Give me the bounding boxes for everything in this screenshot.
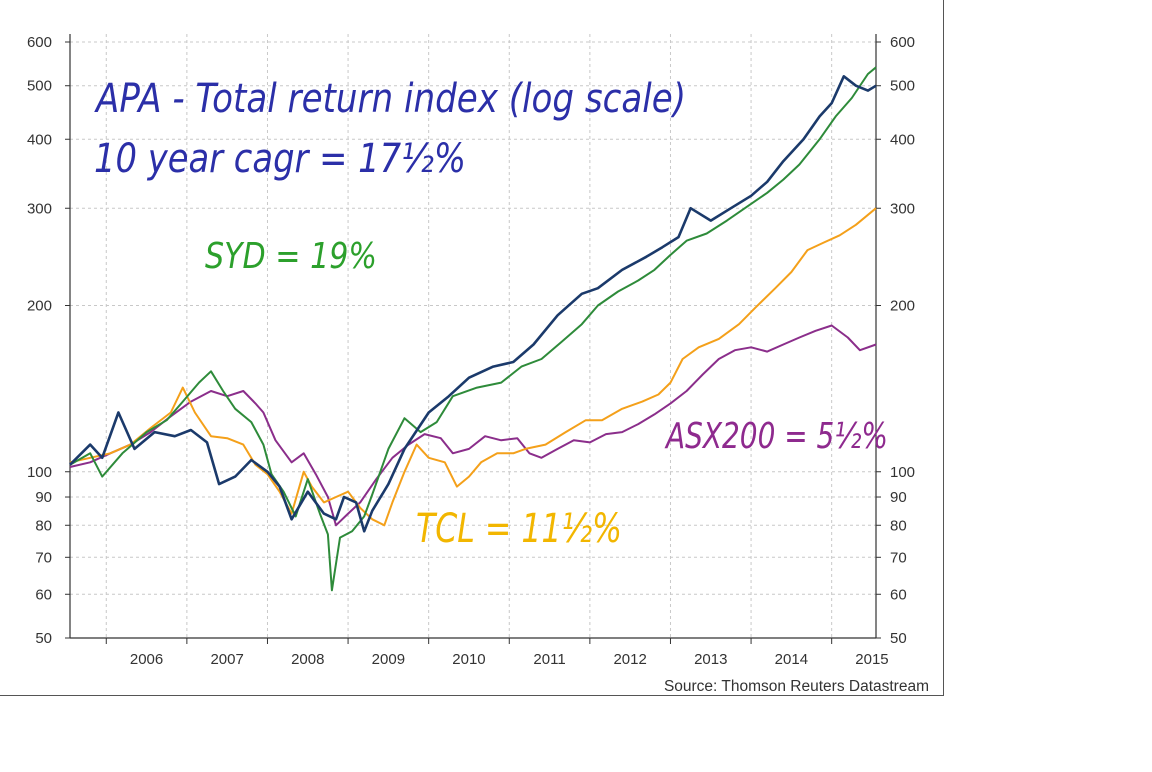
y-tick-label-right: 300 [890, 200, 915, 217]
series-lines [69, 66, 877, 592]
y-tick-label-left: 90 [35, 489, 52, 506]
annotation-tcl: TCL = 11½% [416, 506, 622, 552]
source-label: Source: Thomson Reuters Datastream [664, 678, 929, 695]
x-tick-label: 2015 [855, 651, 888, 668]
y-tick-label-left: 300 [27, 200, 52, 217]
y-tick-label-right: 70 [890, 549, 907, 566]
y-tick-label-left: 80 [35, 517, 52, 534]
x-tick-label: 2007 [210, 651, 243, 668]
y-tick-label-right: 500 [890, 78, 915, 95]
y-tick-label-left: 50 [35, 630, 52, 647]
x-tick-label: 2011 [533, 651, 565, 668]
annotation-syd: SYD = 19% [205, 236, 377, 277]
y-tick-label-right: 50 [890, 630, 907, 647]
x-tick-label: 2009 [372, 651, 405, 668]
y-tick-label-left: 60 [35, 586, 52, 603]
x-tick-label: 2012 [613, 651, 646, 668]
grid-lines [70, 34, 876, 638]
y-tick-label-left: 70 [35, 549, 52, 566]
annotation-title: APA - Total return index (log scale) [93, 76, 686, 122]
y-tick-label-right: 400 [890, 131, 915, 148]
series-line-2 [69, 207, 877, 527]
series-line-0 [69, 75, 877, 533]
y-tick-label-left: 600 [27, 34, 52, 51]
y-tick-label-left: 100 [27, 464, 52, 481]
y-tick-label-right: 200 [890, 298, 915, 315]
y-tick-label-right: 600 [890, 34, 915, 51]
annotation-asx200: ASX200 = 5½% [664, 416, 888, 457]
x-tick-label: 2006 [130, 651, 163, 668]
y-tick-label-right: 60 [890, 586, 907, 603]
x-tick-label: 2010 [452, 651, 485, 668]
y-tick-label-left: 200 [27, 298, 52, 315]
line-chart: 50 50 60 60 70 70 80 80 90 90 100 100 200 200 300 300 40… [27, 34, 929, 695]
x-tick-label: 2014 [775, 651, 808, 668]
axes [69, 34, 877, 639]
annotation-layer: APA - Total return index (log scale) 10 … [93, 76, 888, 552]
y-tick-label-right: 90 [890, 489, 907, 506]
y-tick-label-left: 400 [27, 131, 52, 148]
x-tick-label: 2013 [694, 651, 727, 668]
x-tick-label: 2008 [291, 651, 324, 668]
tick-marks: 50 50 60 60 70 70 80 80 90 90 100 100 200 200 300 300 40… [27, 34, 915, 668]
chart-frame: 50 50 60 60 70 70 80 80 90 90 100 100 200 200 300 300 40… [0, 0, 944, 696]
y-tick-label-left: 500 [27, 78, 52, 95]
series-line-3 [69, 324, 877, 527]
annotation-subtitle: 10 year cagr = 17½% [94, 136, 466, 182]
y-tick-label-right: 80 [890, 517, 907, 534]
series-line-1 [69, 66, 877, 592]
y-tick-label-right: 100 [890, 464, 915, 481]
